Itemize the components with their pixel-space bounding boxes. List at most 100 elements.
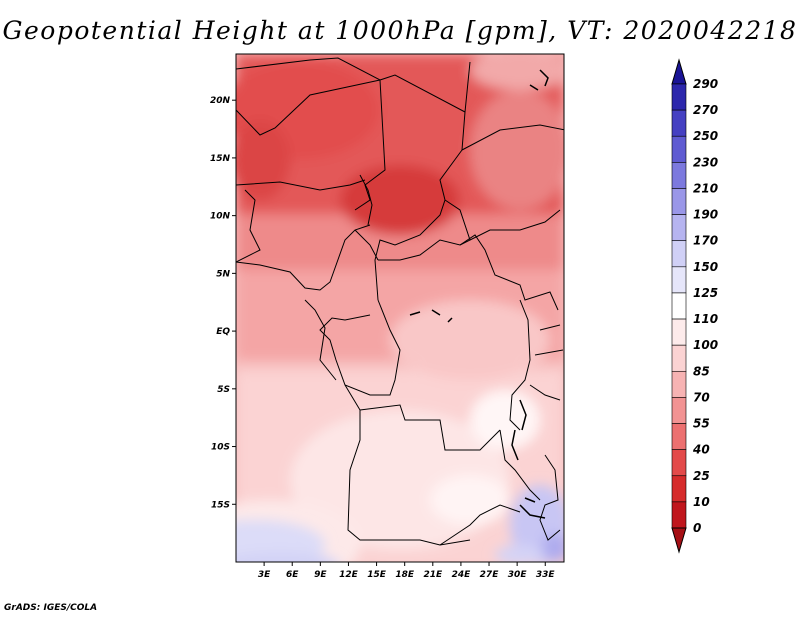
x-tick-label: 24E: [452, 570, 472, 580]
x-tick-label: 15E: [367, 570, 387, 580]
colorbar-box: [671, 501, 687, 529]
colorbar: 0 10 25 40 55 70 85 100 110 125 150 170 190 210 230 250…: [671, 58, 718, 554]
border-chad-east: [374, 111, 466, 301]
colorbar-box: [671, 449, 687, 477]
field-zone-sudan: [470, 90, 564, 210]
border-west-coast: [236, 189, 261, 263]
field-zone-egypt: [470, 54, 564, 90]
field-zone-west-min: [236, 120, 290, 200]
colorbar-box: [671, 475, 687, 503]
colorbar-box: [671, 214, 687, 242]
border-lake-chad: [359, 174, 373, 226]
x-tick-label: 9E: [314, 570, 327, 580]
border-zambia-south: [439, 504, 521, 546]
colorbar-box: [671, 83, 687, 111]
x-tick-label: 33E: [536, 570, 556, 580]
colorbar-extend-min: [671, 527, 687, 554]
colorbar-label: 290: [693, 77, 718, 91]
grads-footer: GrADS: IGES/COLA: [4, 603, 98, 613]
y-tick-label: 5S: [217, 385, 230, 395]
x-axis: 3E 6E 9E 12E 15E 18E 21E 24E 27E 30E 33E: [258, 562, 556, 580]
chart-title: Geopotential Height at 1000hPa [gpm], VT…: [2, 16, 798, 45]
colorbar-extend-max: [671, 58, 687, 85]
colorbar-box: [671, 240, 687, 268]
field-zone-east-lakes: [470, 390, 540, 450]
border-sudan-south: [469, 209, 561, 241]
border-niger-nigeria: [236, 179, 366, 191]
colorbar-label: 55: [693, 417, 710, 431]
y-tick-label: 15S: [211, 500, 230, 510]
border-sudan-north: [461, 124, 564, 151]
colorbar-label: 230: [693, 155, 718, 169]
field-zone-southwest-blue-2: [236, 553, 339, 562]
colorbar-box: [671, 188, 687, 215]
colorbar-box: [671, 423, 687, 450]
colorbar-label: 125: [693, 286, 718, 300]
y-axis: 20N 15N 10N 5N EQ 5S 10S 15S: [210, 96, 236, 510]
border-car-south: [378, 234, 559, 311]
border-lake-tanganyika: [511, 399, 527, 461]
border-east-africa: [529, 324, 564, 401]
colorbar-box: [671, 397, 687, 424]
y-tick-label: 10N: [210, 212, 231, 222]
field-zone-chad-min: [340, 165, 460, 235]
colorbar-label: 150: [693, 260, 718, 274]
colorbar-box: [671, 292, 687, 320]
colorbar-box: [671, 109, 687, 137]
map-frame: [235, 53, 565, 563]
border-drc-angola: [359, 404, 501, 451]
field-zone-southwest-blue: [236, 520, 325, 562]
colorbar-label: 250: [693, 129, 718, 143]
colorbar-label: 110: [693, 312, 718, 326]
y-tick-label: 15N: [210, 154, 231, 164]
colorbar-box: [671, 266, 687, 294]
border-lakes-west: [509, 299, 531, 431]
heatmap-field: [236, 54, 564, 562]
x-tick-label: 18E: [395, 570, 415, 580]
colorbar-label: 40: [692, 443, 710, 457]
colorbar-label: 190: [693, 208, 718, 222]
colorbar-box: [671, 370, 687, 398]
field-zone-southeast-blue-core: [541, 534, 564, 562]
colorbar-label: 85: [693, 364, 710, 378]
colorbar-label: 25: [693, 469, 710, 483]
x-tick-label: 12E: [339, 570, 359, 580]
border-lake-kariba: [519, 497, 546, 519]
border-chad-sudan: [444, 199, 471, 246]
field-zone-zambia: [430, 475, 510, 525]
colorbar-label: 270: [693, 103, 718, 117]
border-libya-egypt: [464, 61, 471, 113]
border-rivers: [409, 309, 453, 323]
border-gulf-guinea: [236, 224, 371, 291]
border-sinai: [529, 69, 549, 91]
colorbar-box: [671, 135, 687, 163]
y-tick-label: EQ: [216, 327, 230, 337]
colorbar-label: 100: [693, 338, 718, 352]
x-tick-label: 30E: [508, 570, 528, 580]
colorbar-box: [671, 318, 687, 346]
border-north: [236, 57, 466, 113]
x-tick-label: 3E: [258, 570, 271, 580]
colorbar-label: 10: [693, 495, 710, 509]
y-tick-label: 10S: [211, 443, 230, 453]
border-gabon: [304, 299, 337, 381]
border-zambia-east: [499, 429, 541, 501]
border-mali-algeria: [236, 79, 381, 136]
x-tick-label: 6E: [286, 570, 299, 580]
colorbar-label: 170: [693, 234, 718, 248]
map-borders: [236, 57, 564, 546]
x-tick-label: 21E: [423, 570, 443, 580]
colorbar-label: 210: [693, 181, 718, 195]
field-zone-southeast-blue-2: [495, 545, 545, 562]
y-tick-label: 20N: [210, 96, 231, 106]
field-zone-congo-basin: [390, 300, 550, 380]
colorbar-label: 0: [693, 521, 701, 535]
border-cameroon: [354, 229, 379, 261]
colorbar-box: [671, 162, 687, 189]
colorbar-label: 70: [693, 390, 710, 404]
y-tick-label: 5N: [216, 269, 230, 279]
border-angola: [344, 384, 471, 546]
colorbar-box: [671, 344, 687, 372]
x-tick-label: 27E: [480, 570, 500, 580]
